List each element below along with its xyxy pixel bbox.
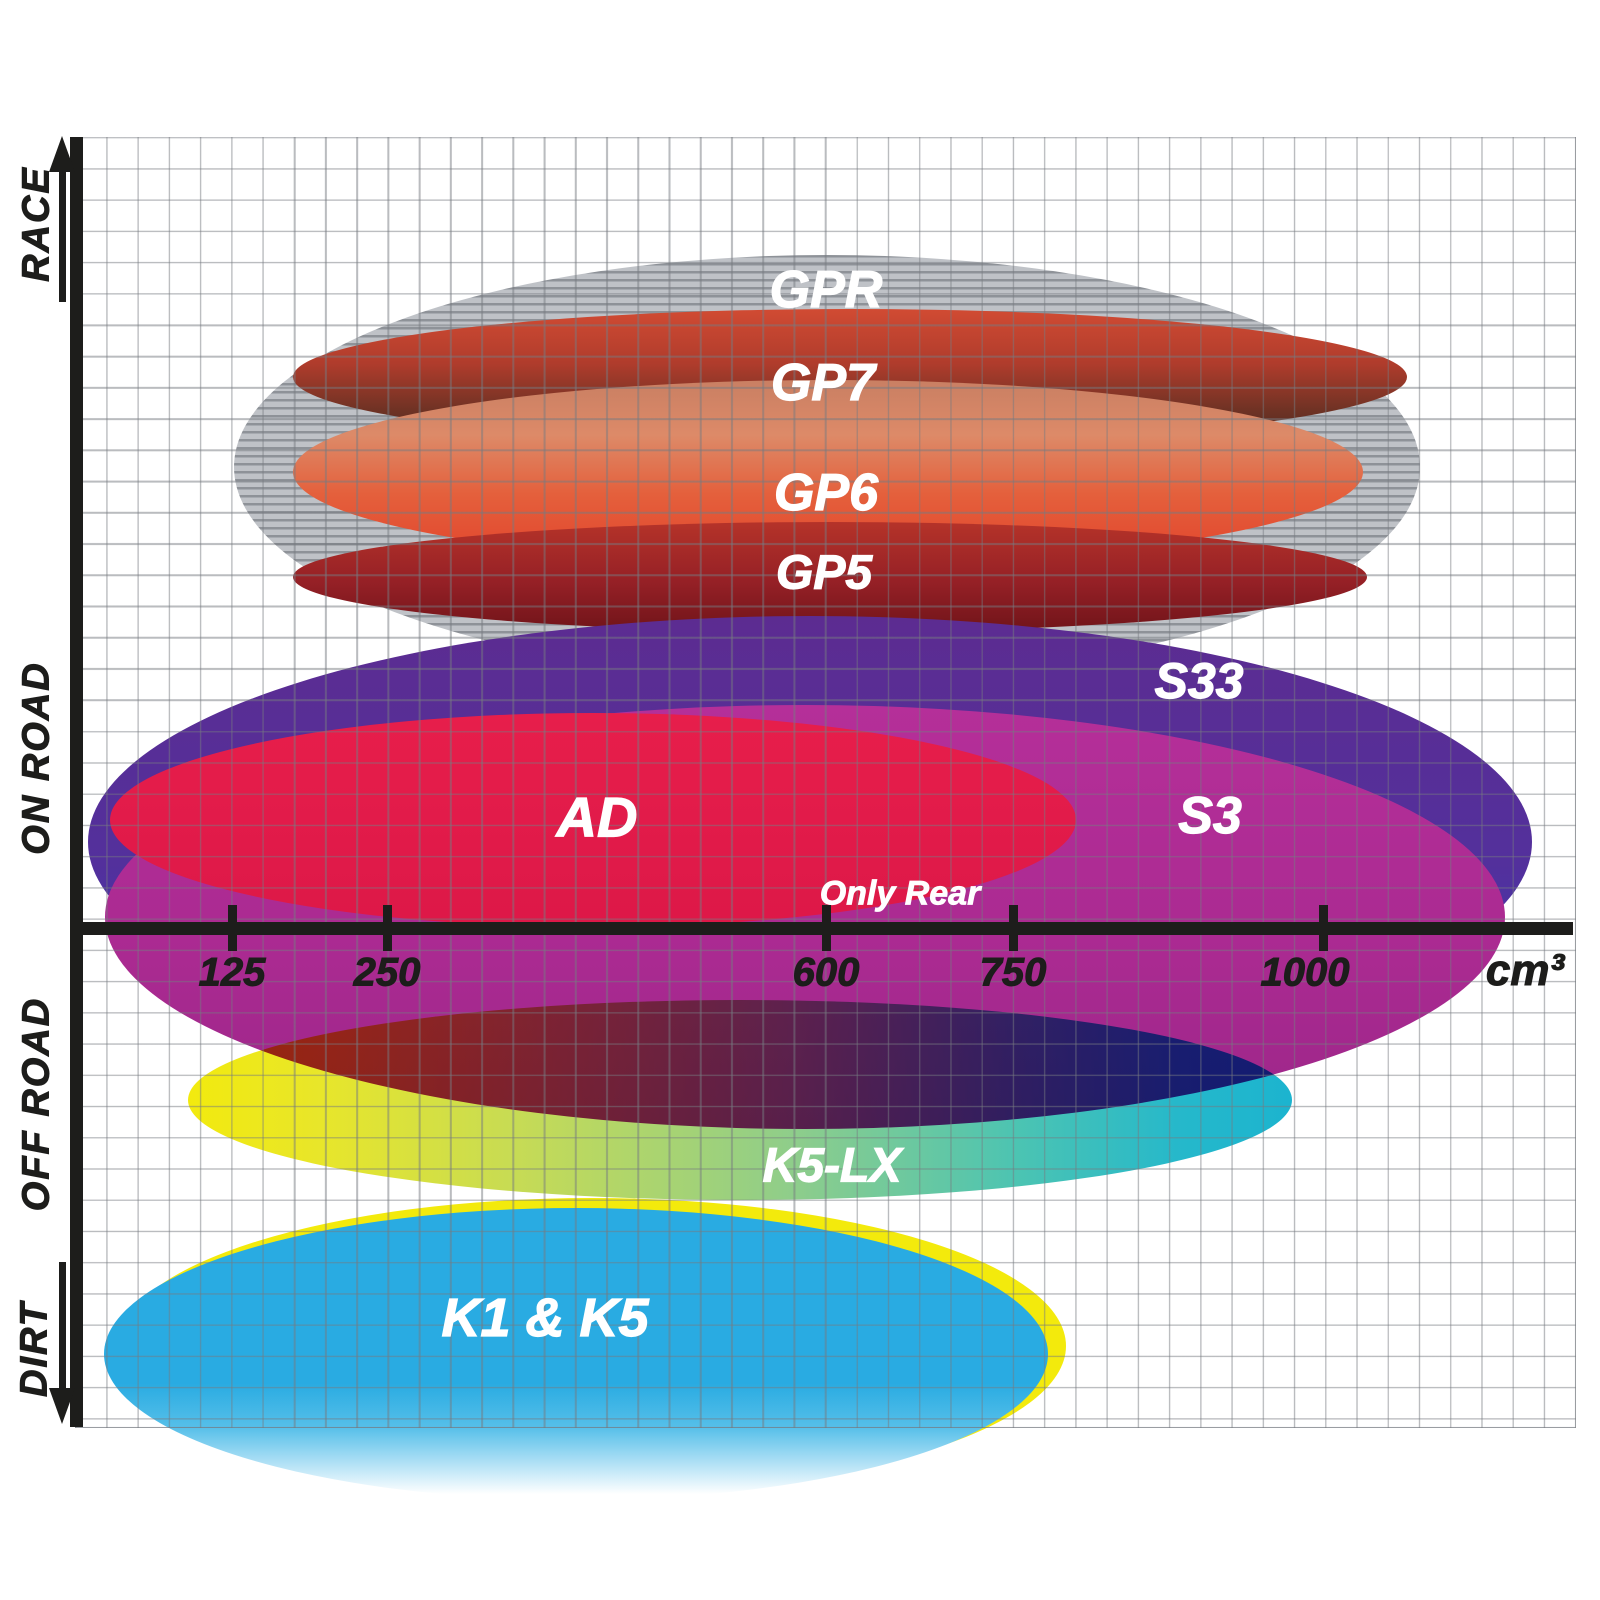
x-tick-125 bbox=[228, 905, 237, 951]
label-s3: S3 bbox=[1178, 786, 1243, 845]
label-gp7: GP7 bbox=[770, 353, 876, 412]
x-label-600: 600 bbox=[792, 950, 860, 995]
x-label-250: 250 bbox=[353, 950, 421, 995]
x-axis-unit: cm³ bbox=[1485, 946, 1565, 996]
x-tick-250 bbox=[383, 905, 392, 951]
y-axis-line bbox=[70, 137, 83, 1427]
label-k5lx: K5-LX bbox=[762, 1139, 902, 1193]
x-tick-750 bbox=[1009, 905, 1018, 951]
race-arrow-shaft bbox=[59, 152, 66, 302]
label-ad: AD bbox=[556, 785, 638, 849]
y-label-dirt: DIRT bbox=[13, 1301, 56, 1398]
x-label-125: 125 bbox=[198, 950, 266, 995]
label-k1k5: K1 & K5 bbox=[441, 1287, 649, 1348]
x-axis-line bbox=[70, 922, 1573, 935]
label-gp6: GP6 bbox=[773, 463, 879, 522]
race-arrow-up-icon bbox=[49, 136, 75, 172]
y-label-off-road: OFF ROAD bbox=[15, 996, 58, 1212]
x-label-750: 750 bbox=[979, 950, 1047, 995]
label-gp5: GP5 bbox=[775, 546, 873, 600]
x-tick-600 bbox=[822, 905, 831, 951]
x-tick-1000 bbox=[1319, 905, 1328, 951]
y-label-race: RACE bbox=[15, 166, 58, 283]
dirt-arrow-shaft bbox=[59, 1262, 66, 1392]
label-s33: S33 bbox=[1154, 652, 1244, 709]
y-label-on-road: ON ROAD bbox=[15, 661, 58, 855]
label-gpr: GPR bbox=[769, 260, 883, 319]
grid-overlay bbox=[75, 137, 1576, 1428]
dirt-arrow-down-icon bbox=[49, 1388, 75, 1424]
label-only-rear: Only Rear bbox=[819, 874, 981, 913]
x-label-1000: 1000 bbox=[1260, 950, 1350, 995]
